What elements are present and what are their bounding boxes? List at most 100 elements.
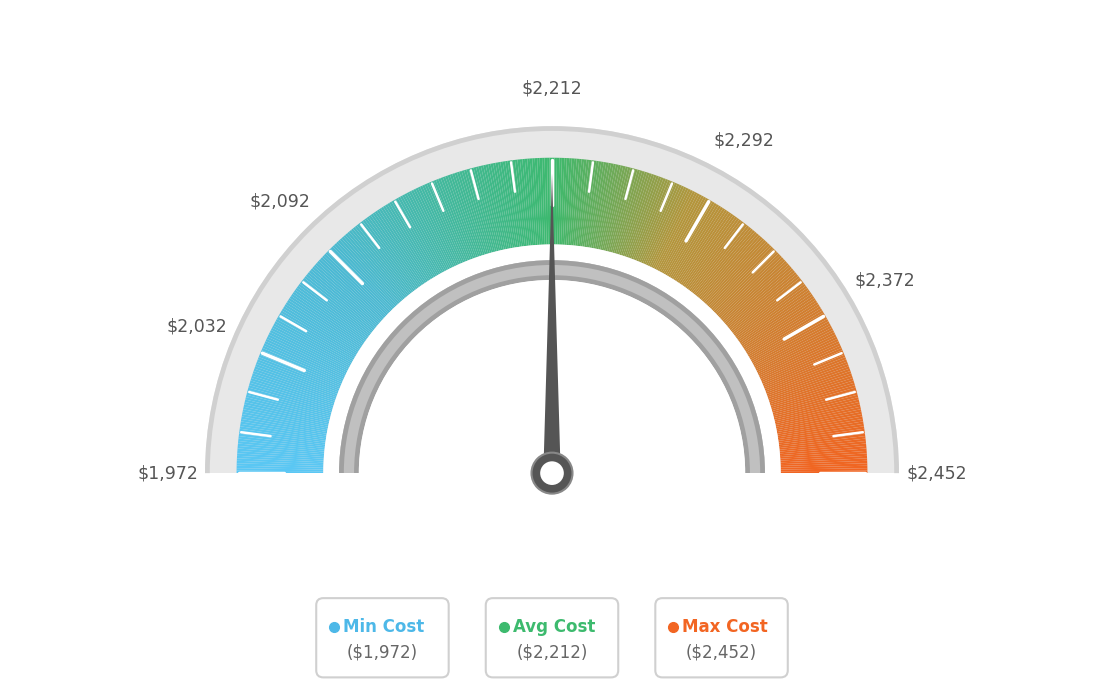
Wedge shape — [581, 160, 594, 246]
Wedge shape — [761, 344, 840, 381]
Wedge shape — [247, 388, 332, 413]
Wedge shape — [522, 159, 532, 246]
Wedge shape — [577, 159, 590, 246]
Wedge shape — [623, 173, 651, 256]
Wedge shape — [245, 397, 330, 420]
Wedge shape — [751, 317, 827, 362]
Wedge shape — [696, 227, 751, 296]
Wedge shape — [666, 199, 711, 275]
Wedge shape — [757, 335, 837, 374]
Wedge shape — [269, 330, 348, 371]
Text: $2,452: $2,452 — [906, 464, 967, 482]
Wedge shape — [242, 412, 328, 431]
Wedge shape — [326, 252, 389, 314]
Wedge shape — [768, 371, 851, 401]
Wedge shape — [276, 319, 352, 363]
Wedge shape — [605, 166, 628, 251]
Circle shape — [540, 462, 564, 485]
Wedge shape — [697, 228, 753, 297]
Wedge shape — [728, 270, 795, 327]
Wedge shape — [310, 268, 378, 326]
Wedge shape — [775, 402, 860, 423]
Wedge shape — [772, 385, 856, 411]
Wedge shape — [241, 422, 327, 437]
Wedge shape — [312, 266, 380, 324]
Wedge shape — [238, 439, 325, 450]
Wedge shape — [550, 158, 552, 244]
Wedge shape — [566, 158, 574, 245]
Wedge shape — [649, 188, 689, 267]
Wedge shape — [289, 296, 363, 346]
Wedge shape — [660, 195, 704, 273]
Wedge shape — [578, 160, 592, 246]
Wedge shape — [761, 346, 841, 382]
Wedge shape — [238, 441, 325, 452]
Wedge shape — [667, 200, 712, 276]
Wedge shape — [492, 163, 511, 248]
Text: Avg Cost: Avg Cost — [512, 618, 595, 635]
Wedge shape — [258, 357, 339, 391]
Wedge shape — [484, 165, 503, 250]
Wedge shape — [691, 222, 745, 293]
Wedge shape — [353, 227, 408, 296]
Wedge shape — [601, 165, 620, 250]
Wedge shape — [285, 304, 359, 352]
Wedge shape — [779, 446, 867, 455]
Wedge shape — [417, 187, 456, 266]
Wedge shape — [298, 284, 369, 337]
Wedge shape — [402, 195, 445, 272]
Wedge shape — [464, 170, 490, 253]
Wedge shape — [773, 393, 858, 416]
Wedge shape — [776, 414, 862, 432]
Wedge shape — [602, 166, 624, 250]
Wedge shape — [400, 195, 444, 273]
Wedge shape — [538, 158, 543, 245]
Wedge shape — [739, 292, 811, 343]
Wedge shape — [434, 180, 468, 262]
Wedge shape — [643, 184, 680, 264]
Wedge shape — [528, 159, 535, 245]
Wedge shape — [486, 164, 506, 250]
Wedge shape — [436, 179, 469, 261]
Wedge shape — [306, 274, 374, 330]
Wedge shape — [778, 428, 864, 443]
Wedge shape — [540, 158, 544, 245]
FancyBboxPatch shape — [486, 598, 618, 678]
Wedge shape — [340, 238, 400, 304]
Wedge shape — [317, 261, 383, 321]
Wedge shape — [534, 158, 541, 245]
Wedge shape — [781, 456, 867, 462]
Wedge shape — [779, 439, 866, 450]
Wedge shape — [361, 221, 415, 291]
Wedge shape — [238, 436, 325, 448]
Wedge shape — [668, 201, 714, 277]
Wedge shape — [459, 171, 487, 255]
Wedge shape — [397, 197, 442, 274]
Wedge shape — [347, 232, 405, 299]
Wedge shape — [771, 380, 854, 408]
Wedge shape — [713, 250, 777, 313]
Wedge shape — [411, 190, 452, 268]
Wedge shape — [730, 274, 798, 330]
Wedge shape — [261, 350, 341, 386]
Wedge shape — [596, 164, 616, 249]
Wedge shape — [323, 254, 388, 315]
Wedge shape — [703, 237, 763, 303]
Wedge shape — [778, 424, 864, 439]
Wedge shape — [339, 260, 765, 473]
Wedge shape — [586, 161, 602, 247]
Wedge shape — [651, 189, 691, 268]
Wedge shape — [323, 244, 781, 473]
Wedge shape — [781, 458, 867, 464]
Wedge shape — [542, 158, 546, 244]
Wedge shape — [512, 160, 526, 246]
Wedge shape — [250, 383, 333, 409]
Wedge shape — [240, 428, 326, 443]
Wedge shape — [237, 446, 325, 455]
Wedge shape — [753, 321, 829, 364]
Wedge shape — [302, 278, 372, 333]
Wedge shape — [242, 414, 328, 432]
Wedge shape — [319, 259, 384, 319]
Wedge shape — [309, 270, 376, 327]
Wedge shape — [237, 458, 323, 464]
